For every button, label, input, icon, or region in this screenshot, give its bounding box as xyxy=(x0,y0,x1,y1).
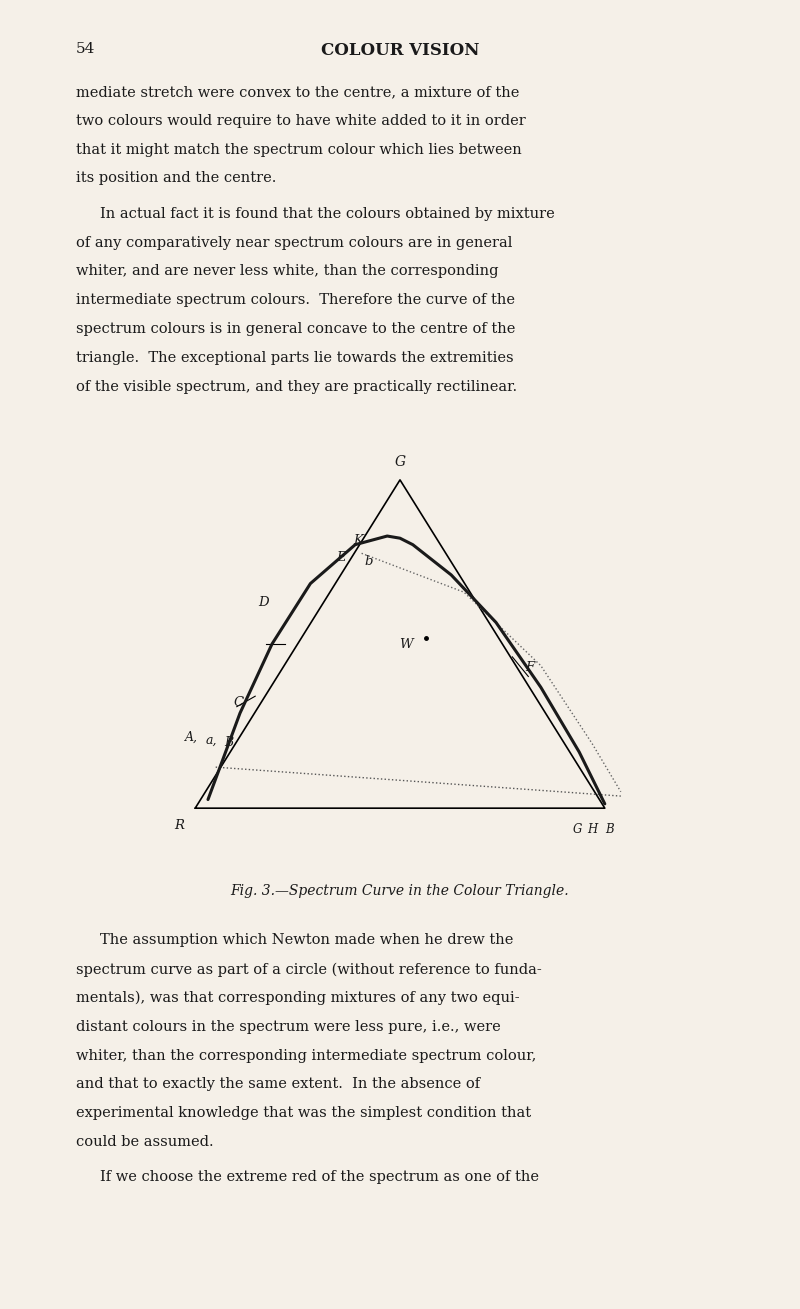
Text: If we choose the extreme red of the spectrum as one of the: If we choose the extreme red of the spec… xyxy=(100,1170,539,1185)
Text: D: D xyxy=(258,597,269,610)
Text: of any comparatively near spectrum colours are in general: of any comparatively near spectrum colou… xyxy=(76,236,512,250)
Text: In actual fact it is found that the colours obtained by mixture: In actual fact it is found that the colo… xyxy=(100,207,554,221)
Text: 54: 54 xyxy=(76,42,95,56)
Text: spectrum colours is in general concave to the centre of the: spectrum colours is in general concave t… xyxy=(76,322,515,336)
Text: W: W xyxy=(399,637,413,651)
Text: B: B xyxy=(605,823,614,836)
Text: F: F xyxy=(525,661,534,674)
Text: of the visible spectrum, and they are practically rectilinear.: of the visible spectrum, and they are pr… xyxy=(76,380,517,394)
Text: B: B xyxy=(224,736,233,749)
Text: The assumption which Newton made when he drew the: The assumption which Newton made when he… xyxy=(100,933,514,948)
Text: its position and the centre.: its position and the centre. xyxy=(76,171,276,186)
Text: a,: a, xyxy=(206,733,217,746)
Text: whiter, and are never less white, than the corresponding: whiter, and are never less white, than t… xyxy=(76,264,498,279)
Text: G: G xyxy=(573,823,582,836)
Text: R: R xyxy=(174,819,184,833)
Text: mentals), was that corresponding mixtures of any two equi-: mentals), was that corresponding mixture… xyxy=(76,991,520,1005)
Text: that it might match the spectrum colour which lies between: that it might match the spectrum colour … xyxy=(76,143,522,157)
Text: mediate stretch were convex to the centre, a mixture of the: mediate stretch were convex to the centr… xyxy=(76,85,519,99)
Text: experimental knowledge that was the simplest condition that: experimental knowledge that was the simp… xyxy=(76,1106,531,1121)
Text: intermediate spectrum colours.  Therefore the curve of the: intermediate spectrum colours. Therefore… xyxy=(76,293,515,308)
Text: H: H xyxy=(587,823,597,836)
Text: distant colours in the spectrum were less pure, i.e., were: distant colours in the spectrum were les… xyxy=(76,1020,501,1034)
Text: two colours would require to have white added to it in order: two colours would require to have white … xyxy=(76,114,526,128)
Text: E: E xyxy=(336,551,346,564)
Text: could be assumed.: could be assumed. xyxy=(76,1135,214,1149)
Text: G: G xyxy=(394,456,406,469)
Text: b: b xyxy=(365,555,374,568)
Text: triangle.  The exceptional parts lie towards the extremities: triangle. The exceptional parts lie towa… xyxy=(76,351,514,365)
Text: Fig. 3.—Spectrum Curve in the Colour Triangle.: Fig. 3.—Spectrum Curve in the Colour Tri… xyxy=(230,884,570,898)
Text: and that to exactly the same extent.  In the absence of: and that to exactly the same extent. In … xyxy=(76,1077,480,1092)
Text: K: K xyxy=(354,534,363,547)
Text: A,: A, xyxy=(186,730,198,744)
Text: COLOUR VISION: COLOUR VISION xyxy=(321,42,479,59)
Text: C: C xyxy=(233,696,243,709)
Text: whiter, than the corresponding intermediate spectrum colour,: whiter, than the corresponding intermedi… xyxy=(76,1049,536,1063)
Text: spectrum curve as part of a circle (without reference to funda-: spectrum curve as part of a circle (with… xyxy=(76,962,542,977)
